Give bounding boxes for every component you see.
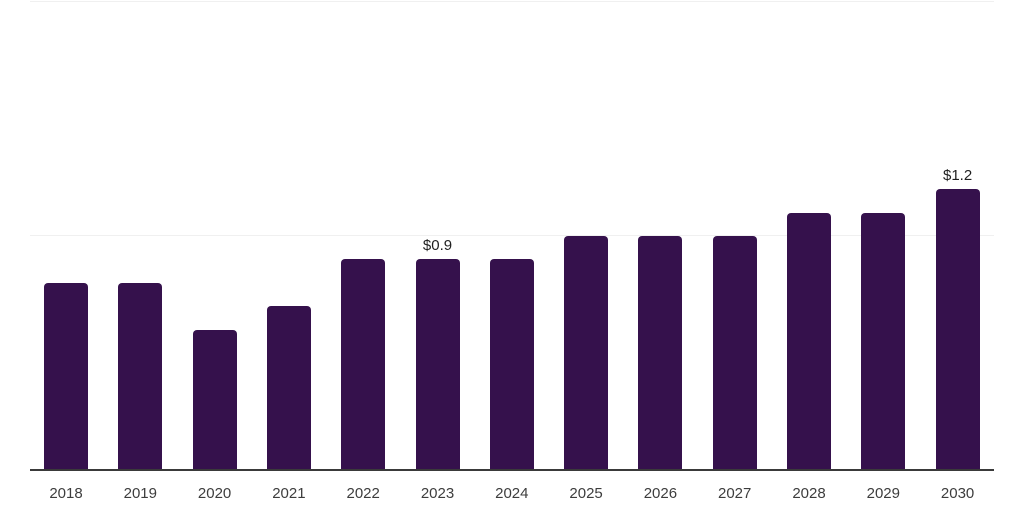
x-tick-2029: 2029	[866, 485, 900, 502]
bar-2019	[118, 282, 163, 470]
x-tick-2019: 2019	[123, 485, 157, 502]
bar-2020	[192, 329, 237, 470]
x-axis-line	[30, 469, 994, 471]
x-tick-2023: 2023	[420, 485, 455, 502]
x-tick-2028: 2028	[792, 485, 826, 502]
bar-2021	[266, 306, 311, 470]
x-tick-2020: 2020	[197, 485, 232, 502]
x-tick-2026: 2026	[643, 485, 678, 502]
data-label-2030: $1.2	[942, 167, 973, 185]
x-tick-2024: 2024	[495, 485, 529, 502]
bar-2022	[341, 259, 386, 470]
bar-2025	[564, 236, 609, 470]
bar-2024	[489, 259, 534, 470]
x-tick-2022: 2022	[346, 485, 380, 502]
gridline	[30, 235, 994, 236]
bar-2023	[415, 259, 460, 470]
x-tick-2018: 2018	[49, 485, 83, 502]
bar-2030	[935, 189, 980, 470]
data-label-2023: $0.9	[422, 237, 453, 255]
x-tick-2025: 2025	[569, 485, 603, 502]
x-tick-2021: 2021	[272, 485, 306, 502]
bar-2027	[712, 236, 757, 470]
gridline	[30, 1, 994, 2]
bar-2029	[861, 212, 906, 470]
x-tick-2030: 2030	[940, 485, 975, 502]
x-tick-2027: 2027	[718, 485, 752, 502]
bar-2028	[787, 212, 831, 470]
bar-2018	[44, 282, 88, 470]
bar-2026	[638, 236, 683, 470]
